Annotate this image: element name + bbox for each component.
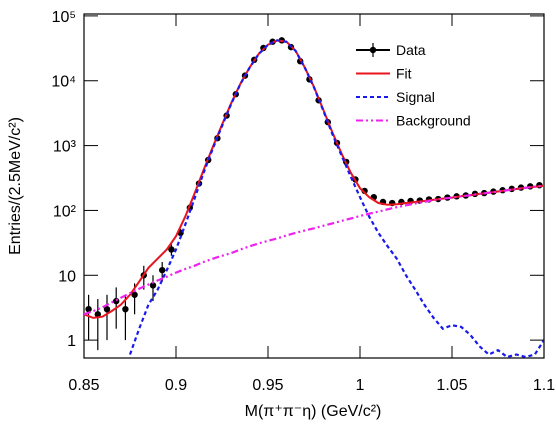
x-axis-label: M(π⁺π⁻η) (GeV/c²) xyxy=(245,403,382,420)
x-tick-label: 0.95 xyxy=(252,377,283,394)
plot-frame xyxy=(83,13,545,359)
legend-label: Background xyxy=(396,113,471,129)
x-tick-label: 1 xyxy=(356,377,365,394)
y-tick-label: 10⁵ xyxy=(52,9,76,26)
y-tick-label: 10⁴ xyxy=(51,74,76,91)
y-tick-label: 1 xyxy=(67,333,76,350)
data-point xyxy=(113,297,120,305)
x-tick-label: 0.9 xyxy=(165,377,187,394)
x-tick-label: 1.1 xyxy=(533,377,555,394)
data-point xyxy=(122,305,129,313)
x-tick-label: 0.85 xyxy=(68,377,99,394)
legend-label: Fit xyxy=(396,66,412,82)
legend-label: Data xyxy=(396,42,426,58)
plot-area xyxy=(84,37,544,358)
y-tick-label: 10 xyxy=(58,268,76,285)
y-tick-label: 10³ xyxy=(53,139,77,156)
data-point xyxy=(149,282,157,289)
x-tick-label: 1.05 xyxy=(436,377,467,394)
data-point xyxy=(159,266,166,274)
data-point xyxy=(85,305,92,313)
curve xyxy=(84,184,544,316)
data-point xyxy=(103,305,111,313)
data-point xyxy=(94,311,102,318)
data-point xyxy=(131,291,138,298)
y-tick-label: 10² xyxy=(53,203,77,220)
y-axis-label: Entries/(2.5MeV/c²) xyxy=(7,117,24,255)
legend-label: Signal xyxy=(396,89,435,105)
data-point xyxy=(168,246,175,253)
legend-swatch xyxy=(369,46,377,54)
curve xyxy=(128,39,544,358)
